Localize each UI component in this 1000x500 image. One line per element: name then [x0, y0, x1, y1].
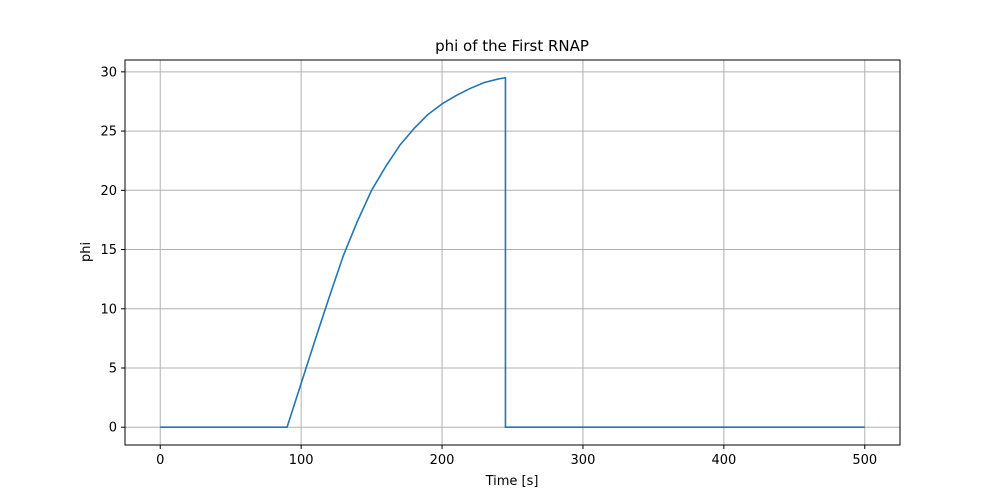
x-tick-label: 100: [289, 453, 314, 468]
y-tick-label: 25: [100, 125, 117, 140]
x-axis-label: Time [s]: [485, 474, 539, 489]
y-tick-label: 30: [100, 65, 117, 80]
y-axis-label: phi: [79, 242, 94, 262]
series-line: [160, 76, 865, 429]
plot-frame: [124, 59, 901, 446]
y-tick-label: 5: [109, 362, 117, 377]
series-layer: [160, 76, 865, 429]
x-tick-label: 200: [430, 453, 455, 468]
y-tick-label: 15: [100, 243, 117, 258]
y-tick-label: 10: [100, 302, 117, 317]
x-tick-label: 0: [156, 453, 164, 468]
x-tick-label: 300: [571, 453, 596, 468]
y-tick-label: 0: [109, 421, 117, 436]
ticks: 0 100 200 300 400 500 0 5 10 15 20 25 30: [100, 65, 877, 468]
x-tick-label: 500: [852, 453, 877, 468]
x-tick-label: 400: [711, 453, 736, 468]
y-tick-label: 20: [100, 184, 117, 199]
chart-title: phi of the First RNAP: [435, 37, 589, 55]
